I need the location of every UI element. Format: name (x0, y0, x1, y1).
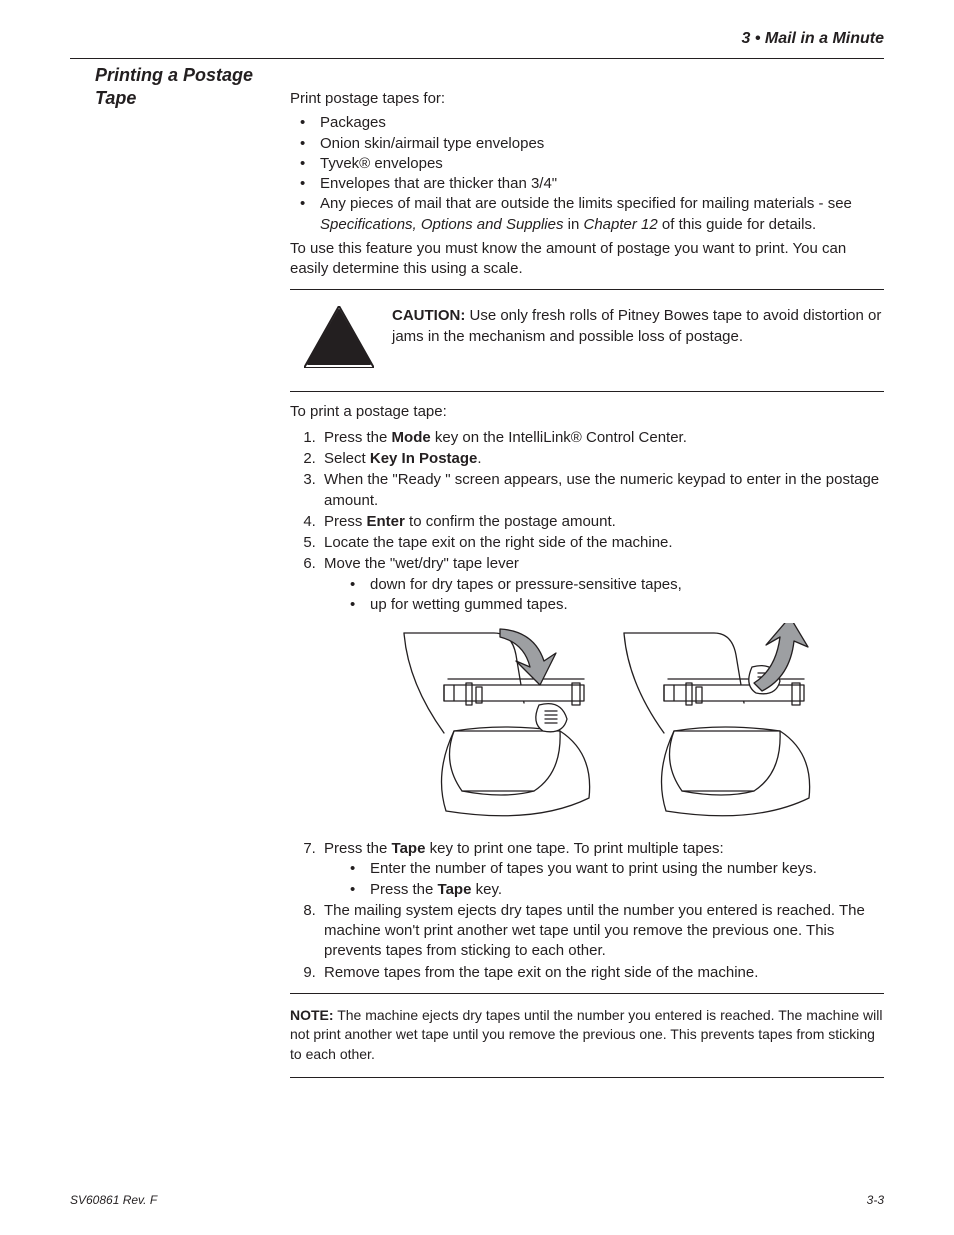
spec-link: Specifications, Options and Supplies (320, 216, 563, 233)
footer-right: 3-3 (867, 1193, 884, 1207)
bullet-text: Any pieces of mail that are outside the … (320, 195, 852, 212)
step-text: Select (324, 450, 370, 467)
sub-bullets: Enter the number of tapes you want to pr… (324, 859, 884, 900)
paragraph: To use this feature you must know the am… (290, 239, 884, 280)
to-print-heading: To print a postage tape: (290, 402, 884, 422)
sidebar-heading: Printing a Postage Tape (95, 64, 285, 109)
steps-list: Press the Mode key on the IntelliLink® C… (290, 428, 884, 983)
intro-bullets: Packages Onion skin/airmail type envelop… (290, 113, 884, 235)
bullet-item: Tyvek® envelopes (300, 154, 884, 174)
bullet-text: of this guide for details. (658, 216, 816, 233)
divider (290, 993, 884, 994)
bullet-item: Packages (300, 113, 884, 133)
step-item: Remove tapes from the tape exit on the r… (320, 963, 884, 983)
step-text: . (477, 450, 481, 467)
step-item: Move the "wet/dry" tape lever down for d… (320, 554, 884, 833)
step-text: Press (324, 513, 367, 530)
sub-bullet-item: Press the Tape key. (350, 880, 884, 900)
step-item: Press the Mode key on the IntelliLink® C… (320, 428, 884, 448)
step-text: key. (471, 881, 502, 898)
step-text: Press the (370, 881, 438, 898)
sub-bullet-item: up for wetting gummed tapes. (350, 595, 884, 615)
step-text: key on the IntelliLink® Control Center. (431, 429, 687, 446)
step-text: Move the "wet/dry" tape lever (324, 555, 519, 572)
bullet-item: Onion skin/airmail type envelopes (300, 134, 884, 154)
step-item: Locate the tape exit on the right side o… (320, 533, 884, 553)
sub-bullet-item: down for dry tapes or pressure-sensitive… (350, 575, 884, 595)
divider (290, 289, 884, 290)
bullet-item: Any pieces of mail that are outside the … (300, 194, 884, 235)
footer-left: SV60861 Rev. F (70, 1193, 157, 1207)
caution-body: Use only fresh rolls of Pitney Bowes tap… (392, 307, 881, 344)
option-name: Key In Postage (370, 450, 478, 467)
bullet-item: Envelopes that are thicker than 3/4" (300, 174, 884, 194)
warning-icon (304, 306, 374, 374)
step-text: Press the (324, 429, 392, 446)
sub-bullets: down for dry tapes or pressure-sensitive… (324, 575, 884, 616)
bullet-text: in (563, 216, 583, 233)
step-item: When the "Ready " screen appears, use th… (320, 470, 884, 511)
step-item: Press Enter to confirm the postage amoun… (320, 512, 884, 532)
chapter-link: Chapter 12 (584, 216, 658, 233)
key-name: Tape (392, 840, 426, 857)
note-block: NOTE: The machine ejects dry tapes until… (290, 1004, 884, 1067)
header-rule (70, 58, 884, 59)
chapter-header: 3 • Mail in a Minute (70, 30, 884, 48)
step-text: to confirm the postage amount. (405, 513, 616, 530)
caution-text: CAUTION: Use only fresh rolls of Pitney … (392, 306, 884, 347)
lever-diagram (384, 623, 824, 833)
step-item: Select Key In Postage. (320, 449, 884, 469)
sub-bullet-item: Enter the number of tapes you want to pr… (350, 859, 884, 879)
note-label: NOTE: (290, 1007, 334, 1023)
intro-text: Print postage tapes for: (290, 89, 884, 109)
note-body: The machine ejects dry tapes until the n… (290, 1007, 882, 1062)
key-name: Mode (392, 429, 431, 446)
page-footer: SV60861 Rev. F 3-3 (70, 1193, 884, 1207)
caution-label: CAUTION: (392, 307, 465, 324)
step-item: Press the Tape key to print one tape. To… (320, 839, 884, 900)
key-name: Tape (438, 881, 472, 898)
step-text: Press the (324, 840, 392, 857)
caution-block: CAUTION: Use only fresh rolls of Pitney … (290, 300, 884, 380)
step-text: key to print one tape. To print multiple… (425, 840, 723, 857)
key-name: Enter (367, 513, 405, 530)
divider (290, 1077, 884, 1078)
main-content: Print postage tapes for: Packages Onion … (290, 89, 884, 1078)
step-item: The mailing system ejects dry tapes unti… (320, 901, 884, 962)
divider (290, 391, 884, 392)
